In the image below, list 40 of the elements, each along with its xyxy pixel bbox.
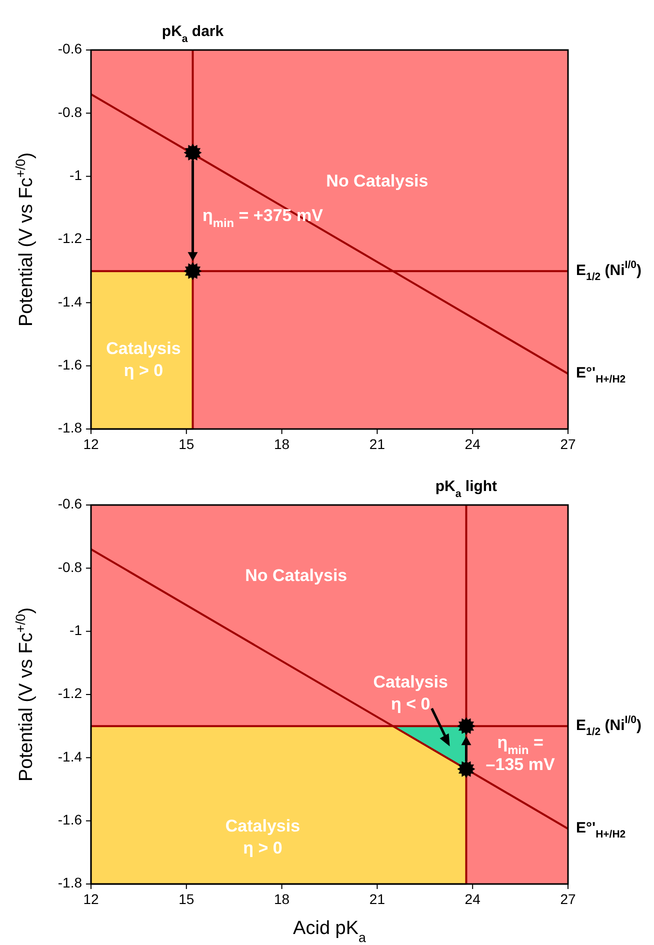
y-tick-label: -1.8: [58, 420, 82, 436]
annotation: Catalysis η > 0: [225, 817, 300, 858]
y-tick-label: -1.4: [58, 748, 82, 764]
series-label: E°'$_{H+/H2}$: [576, 364, 626, 386]
y-tick-label: -1.6: [58, 812, 82, 828]
y-tick-label: -0.6: [58, 496, 82, 512]
annotation: η$_{min}$ = +375 mV: [202, 206, 324, 230]
y-tick-label: -1.4: [58, 293, 82, 310]
y-tick-label: -1: [70, 167, 82, 184]
ref-line-label: pK$_{a}$ light: [435, 478, 498, 500]
ref-line-label: pK$_{a}$ dark: [162, 23, 224, 45]
x-tick-label: 15: [178, 436, 194, 452]
series-label: E°'$_{H+/H2}$: [576, 820, 626, 841]
y-tick-label: -1.6: [58, 356, 82, 373]
x-tick-label: 12: [83, 436, 99, 452]
annotation: No Catalysis: [245, 566, 348, 586]
annotation: η$_{min}$ = –135 mV: [486, 734, 556, 775]
x-tick-label: 27: [560, 436, 576, 452]
annotation: No Catalysis: [326, 172, 428, 192]
y-tick-label: -1.2: [58, 230, 82, 246]
x-tick-label: 12: [83, 891, 99, 907]
y-tick-label: -1.2: [58, 685, 82, 702]
ref-line-label: E$_{1/2}$ (Ni$^{I/0}$): [576, 714, 642, 738]
ref-line-label: E$_{1/2}$ (Ni$^{I/0}$): [576, 258, 642, 283]
x-tick-label: 18: [274, 436, 290, 452]
y-tick-label: -0.8: [58, 558, 82, 575]
y-tick-label: -1.8: [58, 874, 82, 891]
annotation: Catalysis η < 0: [373, 672, 448, 714]
x-tick-label: 24: [464, 891, 481, 907]
y-tick-label: -1: [70, 622, 82, 638]
x-tick-label: 27: [560, 891, 576, 907]
y-tick-label: -0.6: [58, 40, 82, 57]
x-axis-title: Acid pK$_{a}$: [293, 918, 367, 944]
y-tick-label: -0.8: [58, 104, 82, 120]
x-tick-label: 21: [369, 891, 386, 907]
x-tick-label: 18: [274, 891, 290, 907]
x-tick-label: 15: [178, 891, 194, 907]
annotation: Catalysis η > 0: [106, 339, 181, 380]
x-tick-label: 21: [369, 436, 386, 452]
x-tick-label: 24: [464, 436, 481, 452]
